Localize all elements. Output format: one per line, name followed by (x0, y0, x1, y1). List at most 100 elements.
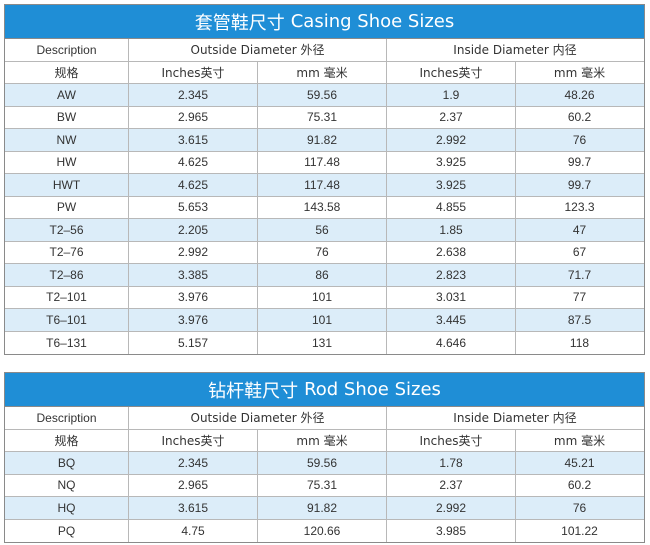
size-name-cell: T2–56 (5, 219, 129, 241)
table-row: T6–101 3.976 101 3.445 87.5 (5, 309, 644, 332)
id-inches-cell: 4.646 (387, 331, 516, 354)
size-name-cell: HWT (5, 174, 129, 196)
id-mm-cell: 60.2 (567, 110, 592, 125)
id-mm-cell: 123.3 (564, 200, 595, 215)
header-id-mm: mm 毫米 (553, 433, 606, 448)
id-mm-cell: 118 (569, 335, 590, 350)
id-inches-cell: 1.78 (387, 452, 516, 474)
id-inches-cell: 3.925 (387, 151, 516, 173)
id-mm-cell: 48.26 (564, 87, 595, 102)
size-name-cell: AW (5, 84, 129, 106)
size-name-cell: NW (5, 129, 129, 151)
rod-header-row-2: 规格 Inches英寸 mm 毫米 Inches英寸 mm 毫米 (5, 429, 644, 452)
id-mm-cell: 76 (572, 500, 587, 515)
id-inches-cell: 2.37 (387, 106, 516, 128)
id-mm-cell: 101.22 (561, 523, 598, 538)
casing-table-body: AW 2.345 59.56 1.9 48.26 BW 2.965 75.31 2.37 60.2… (5, 84, 644, 354)
id-inches-cell: 2.823 (387, 264, 516, 286)
id-mm-cell: 60.2 (567, 478, 592, 493)
rod-title-en: Rod Shoe Sizes (304, 379, 441, 400)
od-inches-cell: 3.976 (129, 286, 258, 308)
casing-header-row-1: Description Outside Diameter 外径 Inside D… (5, 39, 644, 62)
od-inches-cell: 2.205 (129, 219, 258, 241)
table-row: T2–56 2.205 56 1.85 47 (5, 219, 644, 242)
id-mm-cell: 99.7 (567, 155, 592, 170)
id-mm-cell: 87.5 (567, 312, 592, 327)
table-row: PQ 4.75 120.66 3.985 101.22 (5, 519, 644, 542)
id-inches-cell: 2.37 (387, 474, 516, 496)
table-row: HQ 3.615 91.82 2.992 76 (5, 497, 644, 520)
od-mm-cell: 59.56 (258, 452, 387, 474)
od-mm-cell: 101 (258, 309, 387, 331)
header-outside-diameter: Outside Diameter 外径 (129, 39, 387, 61)
id-mm-cell: 45.21 (564, 455, 595, 470)
table-row: T6–131 5.157 131 4.646 118 (5, 331, 644, 354)
od-inches-cell: 2.345 (129, 452, 258, 474)
table-row: NW 3.615 91.82 2.992 76 (5, 129, 644, 152)
od-mm-cell: 143.58 (258, 196, 387, 218)
header-id-mm: mm 毫米 (553, 65, 606, 80)
od-inches-cell: 4.75 (129, 519, 258, 542)
id-inches-cell: 2.638 (387, 241, 516, 263)
table-row: T2–86 3.385 86 2.823 71.7 (5, 264, 644, 287)
od-mm-cell: 56 (258, 219, 387, 241)
table-row: NQ 2.965 75.31 2.37 60.2 (5, 474, 644, 497)
id-inches-cell: 4.855 (387, 196, 516, 218)
header-inside-diameter: Inside Diameter 内径 (453, 43, 577, 58)
rod-table-title: 钻杆鞋尺寸 Rod Shoe Sizes (5, 373, 644, 407)
size-name-cell: BW (5, 106, 129, 128)
od-mm-cell: 117.48 (258, 151, 387, 173)
header-spec: 规格 (5, 61, 129, 83)
od-mm-cell: 117.48 (258, 174, 387, 196)
id-inches-cell: 1.85 (387, 219, 516, 241)
rod-title-cn: 钻杆鞋尺寸 (208, 380, 299, 402)
header-od-inches: Inches英寸 (129, 429, 258, 451)
od-mm-cell: 86 (258, 264, 387, 286)
table-row: HW 4.625 117.48 3.925 99.7 (5, 151, 644, 174)
id-mm-cell: 67 (572, 245, 587, 260)
id-inches-cell: 2.992 (387, 129, 516, 151)
casing-shoe-table: 套管鞋尺寸 Casing Shoe Sizes Description Outs… (4, 4, 645, 355)
table-row: HWT 4.625 117.48 3.925 99.7 (5, 174, 644, 197)
size-name-cell: PW (5, 196, 129, 218)
od-inches-cell: 2.345 (129, 84, 258, 106)
od-mm-cell: 91.82 (258, 497, 387, 519)
table-row: T2–101 3.976 101 3.031 77 (5, 286, 644, 309)
size-name-cell: T2–101 (5, 286, 129, 308)
table-row: BW 2.965 75.31 2.37 60.2 (5, 106, 644, 129)
od-mm-cell: 131 (258, 331, 387, 354)
header-outside-diameter: Outside Diameter 外径 (129, 407, 387, 429)
header-od-mm: mm 毫米 (258, 429, 387, 451)
table-row: PW 5.653 143.58 4.855 123.3 (5, 196, 644, 219)
od-mm-cell: 101 (258, 286, 387, 308)
size-name-cell: PQ (5, 519, 129, 542)
id-inches-cell: 3.925 (387, 174, 516, 196)
header-id-inches: Inches英寸 (387, 61, 516, 83)
od-mm-cell: 76 (258, 241, 387, 263)
od-mm-cell: 120.66 (258, 519, 387, 542)
od-inches-cell: 3.976 (129, 309, 258, 331)
od-inches-cell: 2.965 (129, 106, 258, 128)
id-mm-cell: 77 (572, 290, 587, 305)
header-inside-diameter: Inside Diameter 内径 (453, 411, 577, 426)
size-name-cell: BQ (5, 452, 129, 474)
casing-title-en: Casing Shoe Sizes (290, 11, 455, 32)
id-inches-cell: 2.992 (387, 497, 516, 519)
size-name-cell: HQ (5, 497, 129, 519)
header-spec: 规格 (5, 429, 129, 451)
id-mm-cell: 47 (572, 222, 587, 237)
casing-title-cn: 套管鞋尺寸 (194, 12, 285, 34)
id-inches-cell: 3.445 (387, 309, 516, 331)
od-inches-cell: 2.992 (129, 241, 258, 263)
id-mm-cell: 99.7 (567, 177, 592, 192)
id-mm-cell: 71.7 (567, 267, 592, 282)
casing-header-row-2: 规格 Inches英寸 mm 毫米 Inches英寸 mm 毫米 (5, 61, 644, 84)
od-inches-cell: 3.615 (129, 497, 258, 519)
header-od-mm: mm 毫米 (258, 61, 387, 83)
id-inches-cell: 1.9 (387, 84, 516, 106)
od-inches-cell: 3.385 (129, 264, 258, 286)
rod-table-body: BQ 2.345 59.56 1.78 45.21 NQ 2.965 75.31 2.37 60.… (5, 452, 644, 542)
od-mm-cell: 91.82 (258, 129, 387, 151)
size-name-cell: HW (5, 151, 129, 173)
table-row: T2–76 2.992 76 2.638 67 (5, 241, 644, 264)
